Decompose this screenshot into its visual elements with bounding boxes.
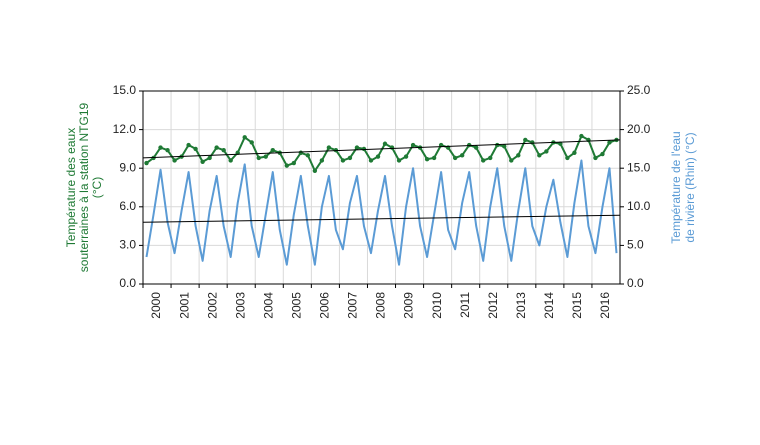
series-point bbox=[263, 154, 268, 159]
plot-area bbox=[143, 91, 620, 284]
series-point bbox=[473, 145, 479, 150]
series-point bbox=[593, 155, 598, 161]
series-point bbox=[403, 154, 409, 159]
series-point bbox=[298, 150, 304, 155]
series-point bbox=[452, 155, 458, 161]
y2-tick-label: 20.0 bbox=[627, 122, 651, 136]
series-point bbox=[312, 168, 318, 173]
y-axis-title: souterraines à la station NTG19 bbox=[77, 102, 91, 272]
series-point bbox=[354, 145, 360, 150]
series-point bbox=[270, 147, 275, 153]
y2-axis-title: Température de l'eau bbox=[669, 131, 683, 243]
series-line bbox=[145, 159, 618, 266]
y2-tick-label: 15.0 bbox=[627, 160, 651, 174]
series-point bbox=[495, 142, 500, 148]
series-point bbox=[200, 159, 205, 164]
series-point bbox=[530, 140, 535, 145]
series-point bbox=[396, 158, 402, 163]
series-point bbox=[193, 146, 198, 152]
x-tick-label: 2016 bbox=[598, 292, 612, 319]
series-point bbox=[389, 145, 395, 150]
x-tick-label: 2006 bbox=[318, 292, 332, 319]
series-point bbox=[319, 158, 325, 163]
series-point bbox=[228, 158, 233, 163]
series-point bbox=[207, 155, 212, 161]
x-tick-label: 2004 bbox=[261, 292, 275, 319]
y-tick-label: 6.0 bbox=[119, 199, 136, 213]
series-point bbox=[382, 141, 388, 146]
x-tick-label: 2012 bbox=[486, 292, 500, 319]
series-point bbox=[291, 160, 297, 166]
x-tick-label: 2008 bbox=[374, 292, 388, 319]
y-tick-label: 15.0 bbox=[113, 83, 137, 97]
series-point bbox=[502, 144, 507, 149]
x-tick-label: 2015 bbox=[570, 292, 584, 319]
y2-tick-label: 0.0 bbox=[627, 276, 644, 290]
series-point bbox=[305, 153, 311, 158]
series-point bbox=[459, 153, 465, 158]
y-tick-label: 12.0 bbox=[113, 122, 137, 136]
series-point bbox=[221, 147, 226, 153]
y-tick-label: 9.0 bbox=[119, 160, 136, 174]
series-point bbox=[361, 146, 367, 152]
series-point bbox=[256, 155, 261, 161]
x-tick-label: 2001 bbox=[177, 292, 191, 319]
series-point bbox=[572, 150, 577, 155]
x-tick-label: 2000 bbox=[149, 292, 163, 319]
series-point bbox=[242, 135, 247, 140]
series-point bbox=[466, 142, 472, 148]
series-point bbox=[158, 145, 163, 150]
series-point bbox=[340, 158, 346, 163]
series-point bbox=[607, 140, 612, 145]
x-tick-label: 2005 bbox=[289, 292, 303, 319]
y2-axis-title: de rivière (Rhin) (°C) bbox=[683, 132, 697, 242]
series-point bbox=[144, 160, 149, 166]
series-point bbox=[214, 145, 219, 150]
y-axis-title: Température des eaux bbox=[64, 128, 78, 247]
trend-line bbox=[142, 214, 621, 223]
series-point bbox=[481, 158, 486, 163]
series-point bbox=[284, 163, 290, 168]
x-tick-label: 2003 bbox=[233, 292, 247, 319]
series-point bbox=[172, 158, 177, 163]
series-point bbox=[326, 145, 332, 150]
series-point bbox=[544, 149, 549, 154]
series-point bbox=[579, 133, 584, 139]
series-point bbox=[488, 155, 493, 161]
x-tick-label: 2013 bbox=[514, 292, 528, 319]
x-tick-label: 2010 bbox=[430, 292, 444, 319]
y-tick-label: 0.0 bbox=[119, 276, 136, 290]
y-axis-title: (°C) bbox=[90, 177, 104, 198]
y2-tick-label: 25.0 bbox=[627, 83, 651, 97]
series-point bbox=[368, 158, 374, 163]
x-tick-label: 2014 bbox=[542, 292, 556, 319]
plot-frame bbox=[142, 90, 621, 285]
series-point bbox=[249, 140, 254, 145]
series-point bbox=[509, 158, 514, 163]
series-point bbox=[347, 155, 353, 161]
series-point bbox=[431, 155, 437, 161]
series-point bbox=[375, 154, 381, 159]
series-point bbox=[186, 142, 191, 148]
y2-tick-label: 5.0 bbox=[627, 238, 644, 252]
series-point bbox=[537, 153, 542, 158]
series-point bbox=[600, 151, 605, 157]
y2-tick-label: 10.0 bbox=[627, 199, 651, 213]
x-tick-label: 2002 bbox=[205, 292, 219, 319]
series-point bbox=[165, 147, 170, 153]
x-tick-label: 2009 bbox=[402, 292, 416, 319]
trend-line bbox=[142, 139, 621, 159]
series-point bbox=[424, 156, 430, 162]
series-point bbox=[516, 153, 521, 158]
x-tick-label: 2007 bbox=[346, 292, 360, 319]
y-tick-label: 3.0 bbox=[119, 238, 136, 252]
series-point bbox=[565, 155, 570, 161]
x-tick-label: 2011 bbox=[458, 292, 472, 318]
series-point bbox=[523, 137, 528, 143]
series-point bbox=[410, 142, 416, 148]
